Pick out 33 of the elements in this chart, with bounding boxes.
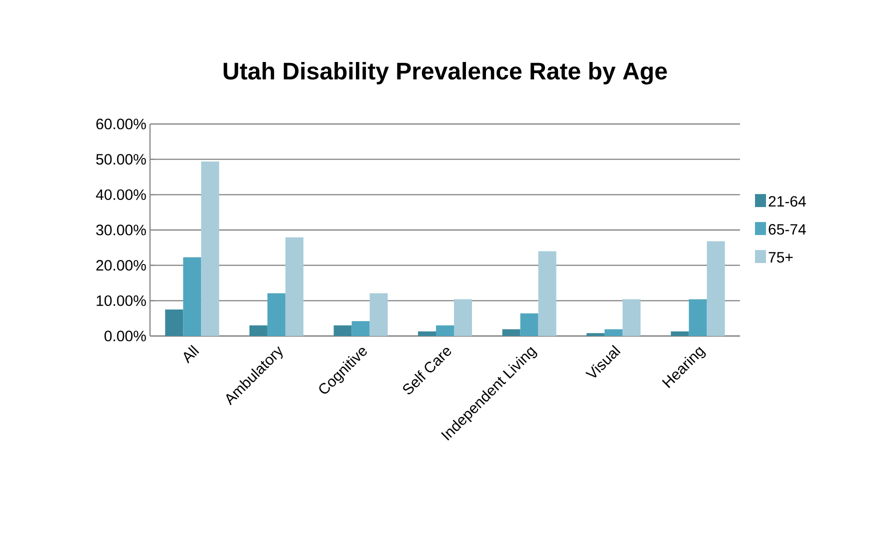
chart-title: Utah Disability Prevalence Rate by Age [224,62,667,84]
legend-label: 21-64 [768,196,806,207]
bar [418,331,436,336]
y-tick-label: 30.00% [96,224,146,236]
bar [454,299,472,336]
y-tick-label: 10.00% [96,295,146,306]
bar [201,161,220,336]
bar [502,329,520,336]
bar [165,310,184,336]
bar [183,257,202,336]
x-tick-label: All [184,344,200,364]
bar [670,331,689,336]
bar [249,325,268,336]
y-tick-label: 40.00% [96,189,146,200]
y-tick-label: 20.00% [96,260,146,271]
y-tick-label: 60.00% [96,118,146,130]
bar [352,321,370,336]
bar [622,299,641,336]
bar [706,241,725,336]
bar [586,333,605,336]
bar [267,293,286,336]
bar [334,325,352,336]
legend-label: 75+ [768,252,793,263]
bar [520,313,538,336]
bar [436,325,454,336]
bar [688,299,707,336]
bar [538,251,556,336]
y-tick-label: 50.00% [96,154,146,165]
bar [370,293,388,336]
bar [604,329,623,336]
y-tick-label: 0.00% [104,330,146,342]
bar [285,237,304,336]
legend-label: 65-74 [768,224,806,235]
